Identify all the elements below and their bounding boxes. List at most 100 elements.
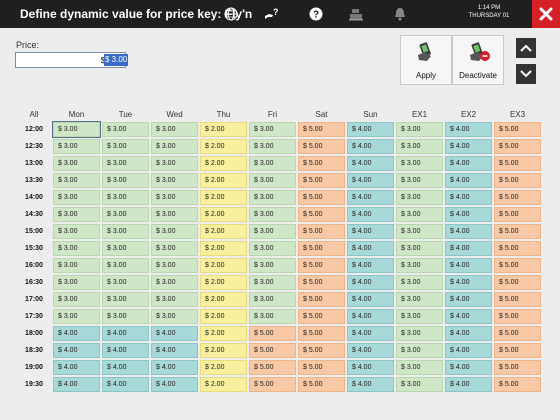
column-header[interactable]: EX1 xyxy=(411,109,428,119)
price-cell[interactable]: $ 3.00 xyxy=(396,139,443,154)
price-cell[interactable]: $ 3.00 xyxy=(396,224,443,239)
price-cell[interactable]: $ 2.00 xyxy=(200,122,247,137)
price-cell[interactable]: $ 3.00 xyxy=(249,258,296,273)
price-cell[interactable]: $ 4.00 xyxy=(445,309,492,324)
price-cell[interactable]: $ 5.00 xyxy=(494,122,541,137)
price-cell[interactable]: $ 4.00 xyxy=(347,258,394,273)
price-cell[interactable]: $ 3.00 xyxy=(151,241,198,256)
price-cell[interactable]: $ 4.00 xyxy=(347,156,394,171)
price-cell[interactable]: $ 3.00 xyxy=(102,207,149,222)
price-cell[interactable]: $ 5.00 xyxy=(494,224,541,239)
row-time-header[interactable]: 19:30 xyxy=(25,381,43,388)
price-cell[interactable]: $ 3.00 xyxy=(396,122,443,137)
price-cell[interactable]: $ 3.00 xyxy=(53,275,100,290)
price-cell[interactable]: $ 3.00 xyxy=(151,190,198,205)
price-cell[interactable]: $ 5.00 xyxy=(298,207,345,222)
price-cell[interactable]: $ 3.00 xyxy=(151,309,198,324)
price-cell[interactable]: $ 4.00 xyxy=(445,241,492,256)
price-cell[interactable]: $ 4.00 xyxy=(347,275,394,290)
price-cell[interactable]: $ 3.00 xyxy=(102,190,149,205)
price-cell[interactable]: $ 4.00 xyxy=(347,241,394,256)
price-cell[interactable]: $ 4.00 xyxy=(347,309,394,324)
price-cell[interactable]: $ 4.00 xyxy=(347,224,394,239)
price-cell[interactable]: $ 5.00 xyxy=(249,360,296,375)
price-cell[interactable]: $ 2.00 xyxy=(200,343,247,358)
price-cell[interactable]: $ 2.00 xyxy=(200,207,247,222)
price-cell[interactable]: $ 4.00 xyxy=(445,207,492,222)
price-cell[interactable]: $ 5.00 xyxy=(494,326,541,341)
price-cell[interactable]: $ 3.00 xyxy=(151,224,198,239)
price-cell[interactable]: $ 5.00 xyxy=(298,343,345,358)
price-cell[interactable]: $ 5.00 xyxy=(494,241,541,256)
price-cell[interactable]: $ 3.00 xyxy=(249,156,296,171)
column-header[interactable]: Sun xyxy=(363,109,378,119)
deactivate-button[interactable]: Deactivate xyxy=(452,35,504,85)
price-cell[interactable]: $ 3.00 xyxy=(102,258,149,273)
price-cell[interactable]: $ 5.00 xyxy=(494,207,541,222)
price-cell[interactable]: $ 4.00 xyxy=(347,207,394,222)
price-cell[interactable]: $ 4.00 xyxy=(347,122,394,137)
price-cell[interactable]: $ 5.00 xyxy=(298,224,345,239)
column-header[interactable]: Thu xyxy=(216,109,231,119)
globe-icon[interactable] xyxy=(222,5,240,23)
price-cell[interactable]: $ 2.00 xyxy=(200,224,247,239)
price-cell[interactable]: $ 2.00 xyxy=(200,258,247,273)
price-cell[interactable]: $ 5.00 xyxy=(494,309,541,324)
price-cell[interactable]: $ 4.00 xyxy=(347,292,394,307)
row-time-header[interactable]: 14:30 xyxy=(25,211,43,218)
price-cell[interactable]: $ 4.00 xyxy=(445,156,492,171)
price-cell[interactable]: $ 4.00 xyxy=(347,139,394,154)
scroll-up-button[interactable] xyxy=(516,38,536,58)
price-cell[interactable]: $ 4.00 xyxy=(347,360,394,375)
price-cell[interactable]: $ 3.00 xyxy=(396,258,443,273)
price-cell[interactable]: $ 2.00 xyxy=(200,360,247,375)
price-cell[interactable]: $ 5.00 xyxy=(494,156,541,171)
price-cell[interactable]: $ 4.00 xyxy=(445,190,492,205)
price-cell[interactable]: $ 3.00 xyxy=(396,360,443,375)
price-cell[interactable]: $ 5.00 xyxy=(298,292,345,307)
price-cell[interactable]: $ 4.00 xyxy=(102,360,149,375)
price-cell[interactable]: $ 3.00 xyxy=(249,275,296,290)
price-cell[interactable]: $ 3.00 xyxy=(396,156,443,171)
price-cell[interactable]: $ 5.00 xyxy=(494,275,541,290)
price-cell[interactable]: $ 3.00 xyxy=(102,224,149,239)
price-cell[interactable]: $ 5.00 xyxy=(298,309,345,324)
price-cell[interactable]: $ 3.00 xyxy=(102,139,149,154)
scroll-down-button[interactable] xyxy=(516,64,536,84)
price-cell[interactable]: $ 4.00 xyxy=(445,326,492,341)
price-cell[interactable]: $ 3.00 xyxy=(151,139,198,154)
row-time-header[interactable]: 16:00 xyxy=(25,262,43,269)
price-cell[interactable]: $ 2.00 xyxy=(200,309,247,324)
price-cell[interactable]: $ 5.00 xyxy=(298,360,345,375)
column-header[interactable]: Mon xyxy=(68,109,85,119)
price-cell[interactable]: $ 3.00 xyxy=(396,377,443,392)
price-cell[interactable]: $ 5.00 xyxy=(494,343,541,358)
price-cell[interactable]: $ 4.00 xyxy=(151,326,198,341)
price-cell[interactable]: $ 4.00 xyxy=(445,122,492,137)
price-cell[interactable]: $ 4.00 xyxy=(53,326,100,341)
price-cell[interactable]: $ 5.00 xyxy=(249,377,296,392)
price-cell[interactable]: $ 5.00 xyxy=(298,139,345,154)
price-cell[interactable]: $ 4.00 xyxy=(102,326,149,341)
price-cell[interactable]: $ 3.00 xyxy=(102,156,149,171)
price-cell[interactable]: $ 4.00 xyxy=(53,343,100,358)
column-header[interactable]: Fri xyxy=(267,109,278,119)
price-cell[interactable]: $ 3.00 xyxy=(151,275,198,290)
price-cell[interactable]: $ 4.00 xyxy=(445,377,492,392)
price-cell[interactable]: $ 5.00 xyxy=(494,292,541,307)
price-cell[interactable]: $ 5.00 xyxy=(494,377,541,392)
price-cell[interactable]: $ 3.00 xyxy=(102,241,149,256)
row-time-header[interactable]: 15:00 xyxy=(25,228,43,235)
price-cell[interactable]: $ 4.00 xyxy=(151,343,198,358)
price-cell[interactable]: $ 3.00 xyxy=(53,190,100,205)
row-time-header[interactable]: 17:00 xyxy=(25,296,43,303)
price-cell[interactable]: $ 5.00 xyxy=(494,190,541,205)
price-cell[interactable]: $ 5.00 xyxy=(298,275,345,290)
price-cell[interactable]: $ 3.00 xyxy=(151,173,198,188)
price-cell[interactable]: $ 2.00 xyxy=(200,139,247,154)
price-cell[interactable]: $ 3.00 xyxy=(52,121,101,138)
price-cell[interactable]: $ 3.00 xyxy=(249,190,296,205)
bell-icon[interactable] xyxy=(391,5,409,23)
price-cell[interactable]: $ 2.00 xyxy=(200,275,247,290)
price-cell[interactable]: $ 5.00 xyxy=(298,258,345,273)
